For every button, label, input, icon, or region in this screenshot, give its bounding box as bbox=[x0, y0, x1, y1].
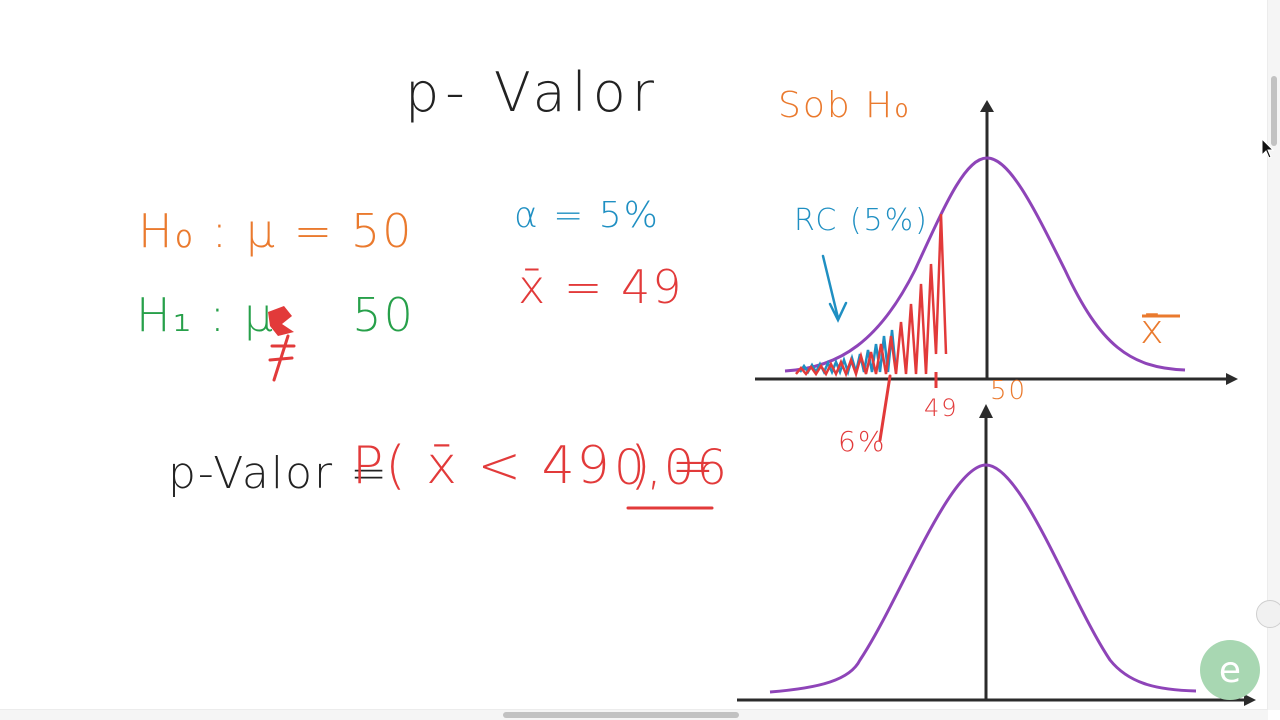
bottom-chart bbox=[737, 404, 1256, 706]
null-hypothesis: H₀ : μ = 50 bbox=[138, 204, 414, 258]
rejection-region-label: RC (5%) bbox=[794, 203, 929, 238]
whiteboard-canvas[interactable]: p- Valor H₀ : μ = 50 H₁ : μ 50 α = 5% x̄… bbox=[0, 0, 1268, 710]
significance-level: α = 5% bbox=[514, 195, 660, 236]
side-panel-toggle[interactable] bbox=[1256, 600, 1280, 628]
mouse-cursor-icon bbox=[1261, 138, 1275, 159]
x-axis-label: x̄ bbox=[1140, 307, 1166, 353]
x-tick-49: 49 bbox=[924, 394, 959, 422]
app-badge-button[interactable]: e bbox=[1200, 640, 1260, 700]
charts-layer bbox=[626, 100, 1256, 706]
pvalue-expression: P( x̄ < 49 ) = bbox=[352, 436, 717, 496]
vertical-scrollbar[interactable] bbox=[1267, 0, 1280, 710]
chart-heading: Sob H₀ bbox=[778, 85, 911, 126]
pvalue-label: p-Valor = bbox=[168, 448, 389, 499]
x-tick-50: 50 bbox=[990, 376, 1028, 406]
pvalue-result: 0,06 bbox=[614, 440, 729, 496]
vertical-scroll-thumb[interactable] bbox=[1271, 76, 1277, 146]
alternative-hypothesis-prefix: H₁ : μ bbox=[136, 288, 276, 342]
top-chart bbox=[755, 100, 1238, 442]
alternative-hypothesis: H₁ : μ 50 bbox=[136, 292, 415, 338]
horizontal-scroll-thumb[interactable] bbox=[503, 712, 739, 718]
horizontal-scrollbar[interactable] bbox=[0, 709, 1268, 720]
area-percent-label: 6% bbox=[838, 425, 887, 458]
not-equal-symbol-icon bbox=[268, 306, 296, 382]
e-logo-icon: e bbox=[1218, 649, 1242, 691]
sample-mean: x̄ = 49 bbox=[518, 260, 684, 314]
page-title: p- Valor bbox=[405, 61, 661, 124]
alternative-hypothesis-value: 50 bbox=[352, 288, 415, 342]
